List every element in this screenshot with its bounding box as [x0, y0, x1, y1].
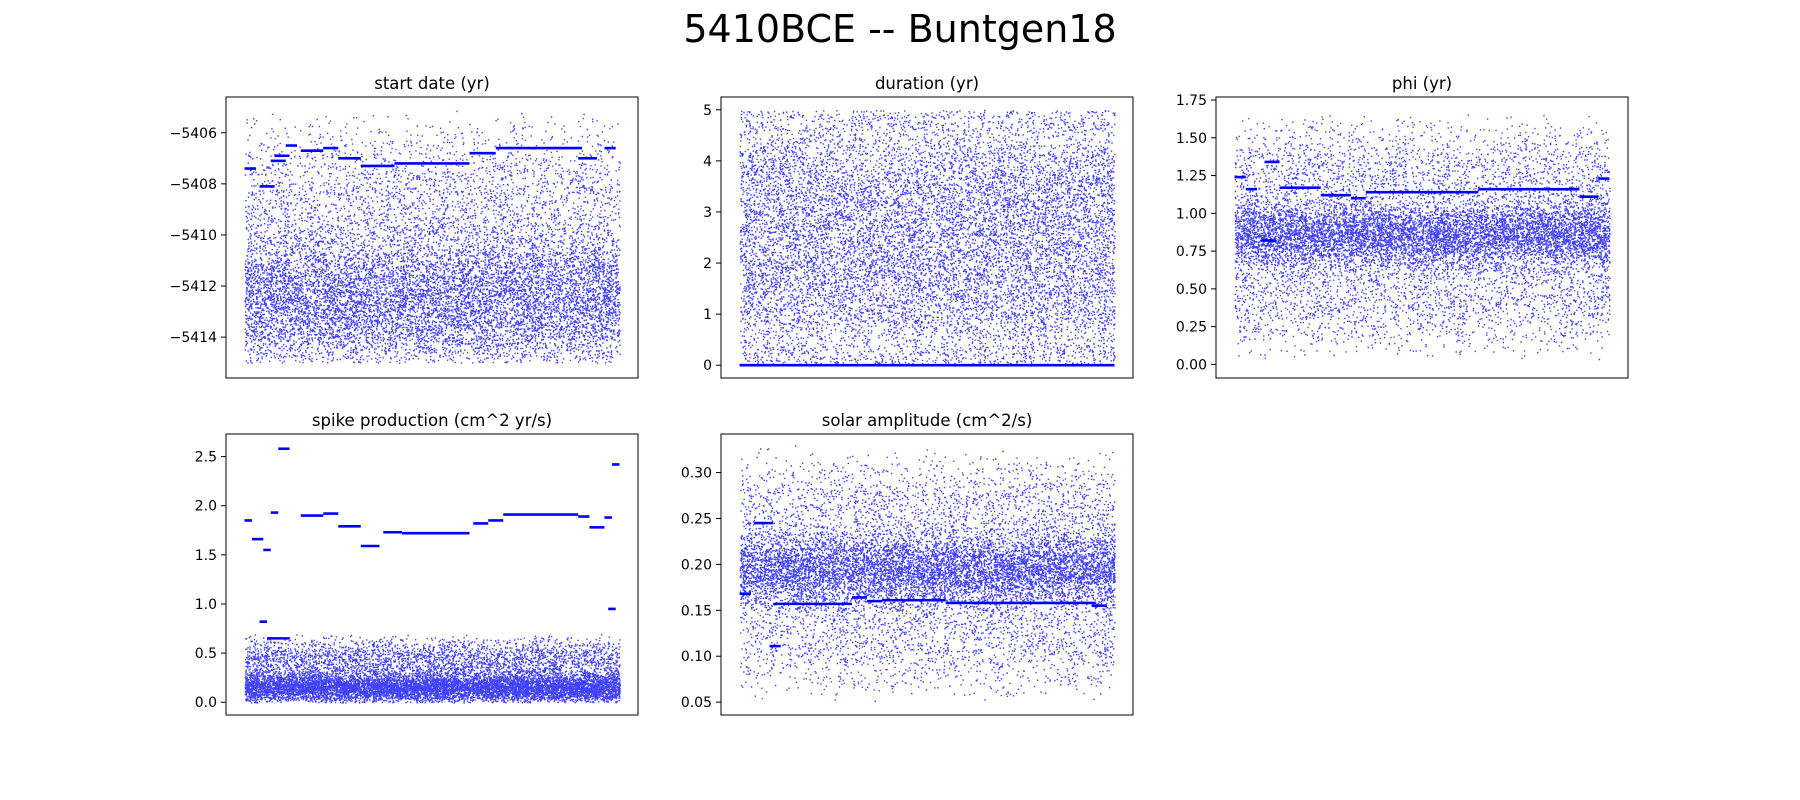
- panel-4-title: spike production (cm^2 yr/s): [312, 411, 552, 430]
- y-tick-label: 0.30: [681, 466, 712, 482]
- y-tick-label: 0.0: [195, 695, 217, 711]
- y-tick-label: 1.25: [1176, 169, 1207, 185]
- y-tick-label: 0.25: [1176, 320, 1207, 336]
- panel-3-scatter-points: [1234, 114, 1611, 361]
- panel-5-title: solar amplitude (cm^2/s): [822, 411, 1033, 430]
- panel-2-title: duration (yr): [875, 74, 979, 93]
- panel-4: spike production (cm^2 yr/s) 0.0 0.5 1.0 1.5…: [195, 411, 639, 716]
- y-tick-label: 1.0: [195, 597, 217, 613]
- y-tick-label: 0: [703, 358, 712, 374]
- y-tick-label: 0.05: [681, 695, 712, 711]
- y-tick-label: 2.0: [195, 499, 217, 515]
- y-tick-label: 0.25: [681, 511, 712, 527]
- y-tick-label: −5412: [170, 279, 217, 295]
- y-tick-label: 0.50: [1176, 282, 1207, 298]
- panel-3-title: phi (yr): [1392, 74, 1452, 93]
- y-tick-label: 1.00: [1176, 206, 1207, 222]
- figure-suptitle: 5410BCE -- Buntgen18: [683, 7, 1116, 51]
- panel-5: solar amplitude (cm^2/s) 0.05 0.10 0.15 0.20…: [681, 411, 1134, 716]
- panel-1-title: start date (yr): [374, 74, 490, 93]
- panel-3: phi (yr) 0.00 0.25 0.50 0.75 1.00 1.25 1.50 1.75: [1176, 74, 1629, 379]
- y-tick-label: 3: [703, 205, 712, 221]
- panel-1-scatter-points: [244, 110, 621, 364]
- panel-2-axes-frame: [720, 96, 1134, 379]
- y-tick-label: 4: [703, 154, 712, 170]
- panel-2-scatter-points: [739, 109, 1116, 367]
- panel-3-axes-frame: [1215, 96, 1629, 379]
- y-tick-label: 5: [703, 103, 712, 119]
- panel-4-axes-frame: [225, 433, 639, 716]
- panel-2: duration (yr) 0 1 2 3 4 5: [703, 74, 1134, 379]
- panels: start date (yr) −5406 −5408 −5410 −5412 −5414…: [170, 74, 1629, 716]
- y-tick-label: 0.10: [681, 649, 712, 665]
- panel-1: start date (yr) −5406 −5408 −5410 −5412 −5414: [170, 74, 639, 379]
- y-tick-label: 0.15: [681, 603, 712, 619]
- y-tick-label: 0.20: [681, 557, 712, 573]
- y-tick-label: 0.00: [1176, 357, 1207, 373]
- y-tick-label: 0.5: [195, 646, 217, 662]
- panel-4-scatter-points: [244, 634, 621, 704]
- panel-1-axes-frame: [225, 96, 639, 379]
- y-tick-label: 1.50: [1176, 131, 1207, 147]
- y-tick-label: −5410: [170, 228, 217, 244]
- y-tick-label: −5408: [170, 177, 217, 193]
- y-tick-label: 2: [703, 256, 712, 272]
- y-tick-label: −5406: [170, 126, 217, 142]
- y-tick-label: 1.5: [195, 548, 217, 564]
- y-tick-label: −5414: [170, 330, 217, 346]
- y-tick-label: 0.75: [1176, 244, 1207, 260]
- y-tick-label: 1: [703, 307, 712, 323]
- y-tick-label: 1.75: [1176, 93, 1207, 109]
- panel-5-axes-frame: [720, 433, 1134, 716]
- y-tick-label: 2.5: [195, 450, 217, 466]
